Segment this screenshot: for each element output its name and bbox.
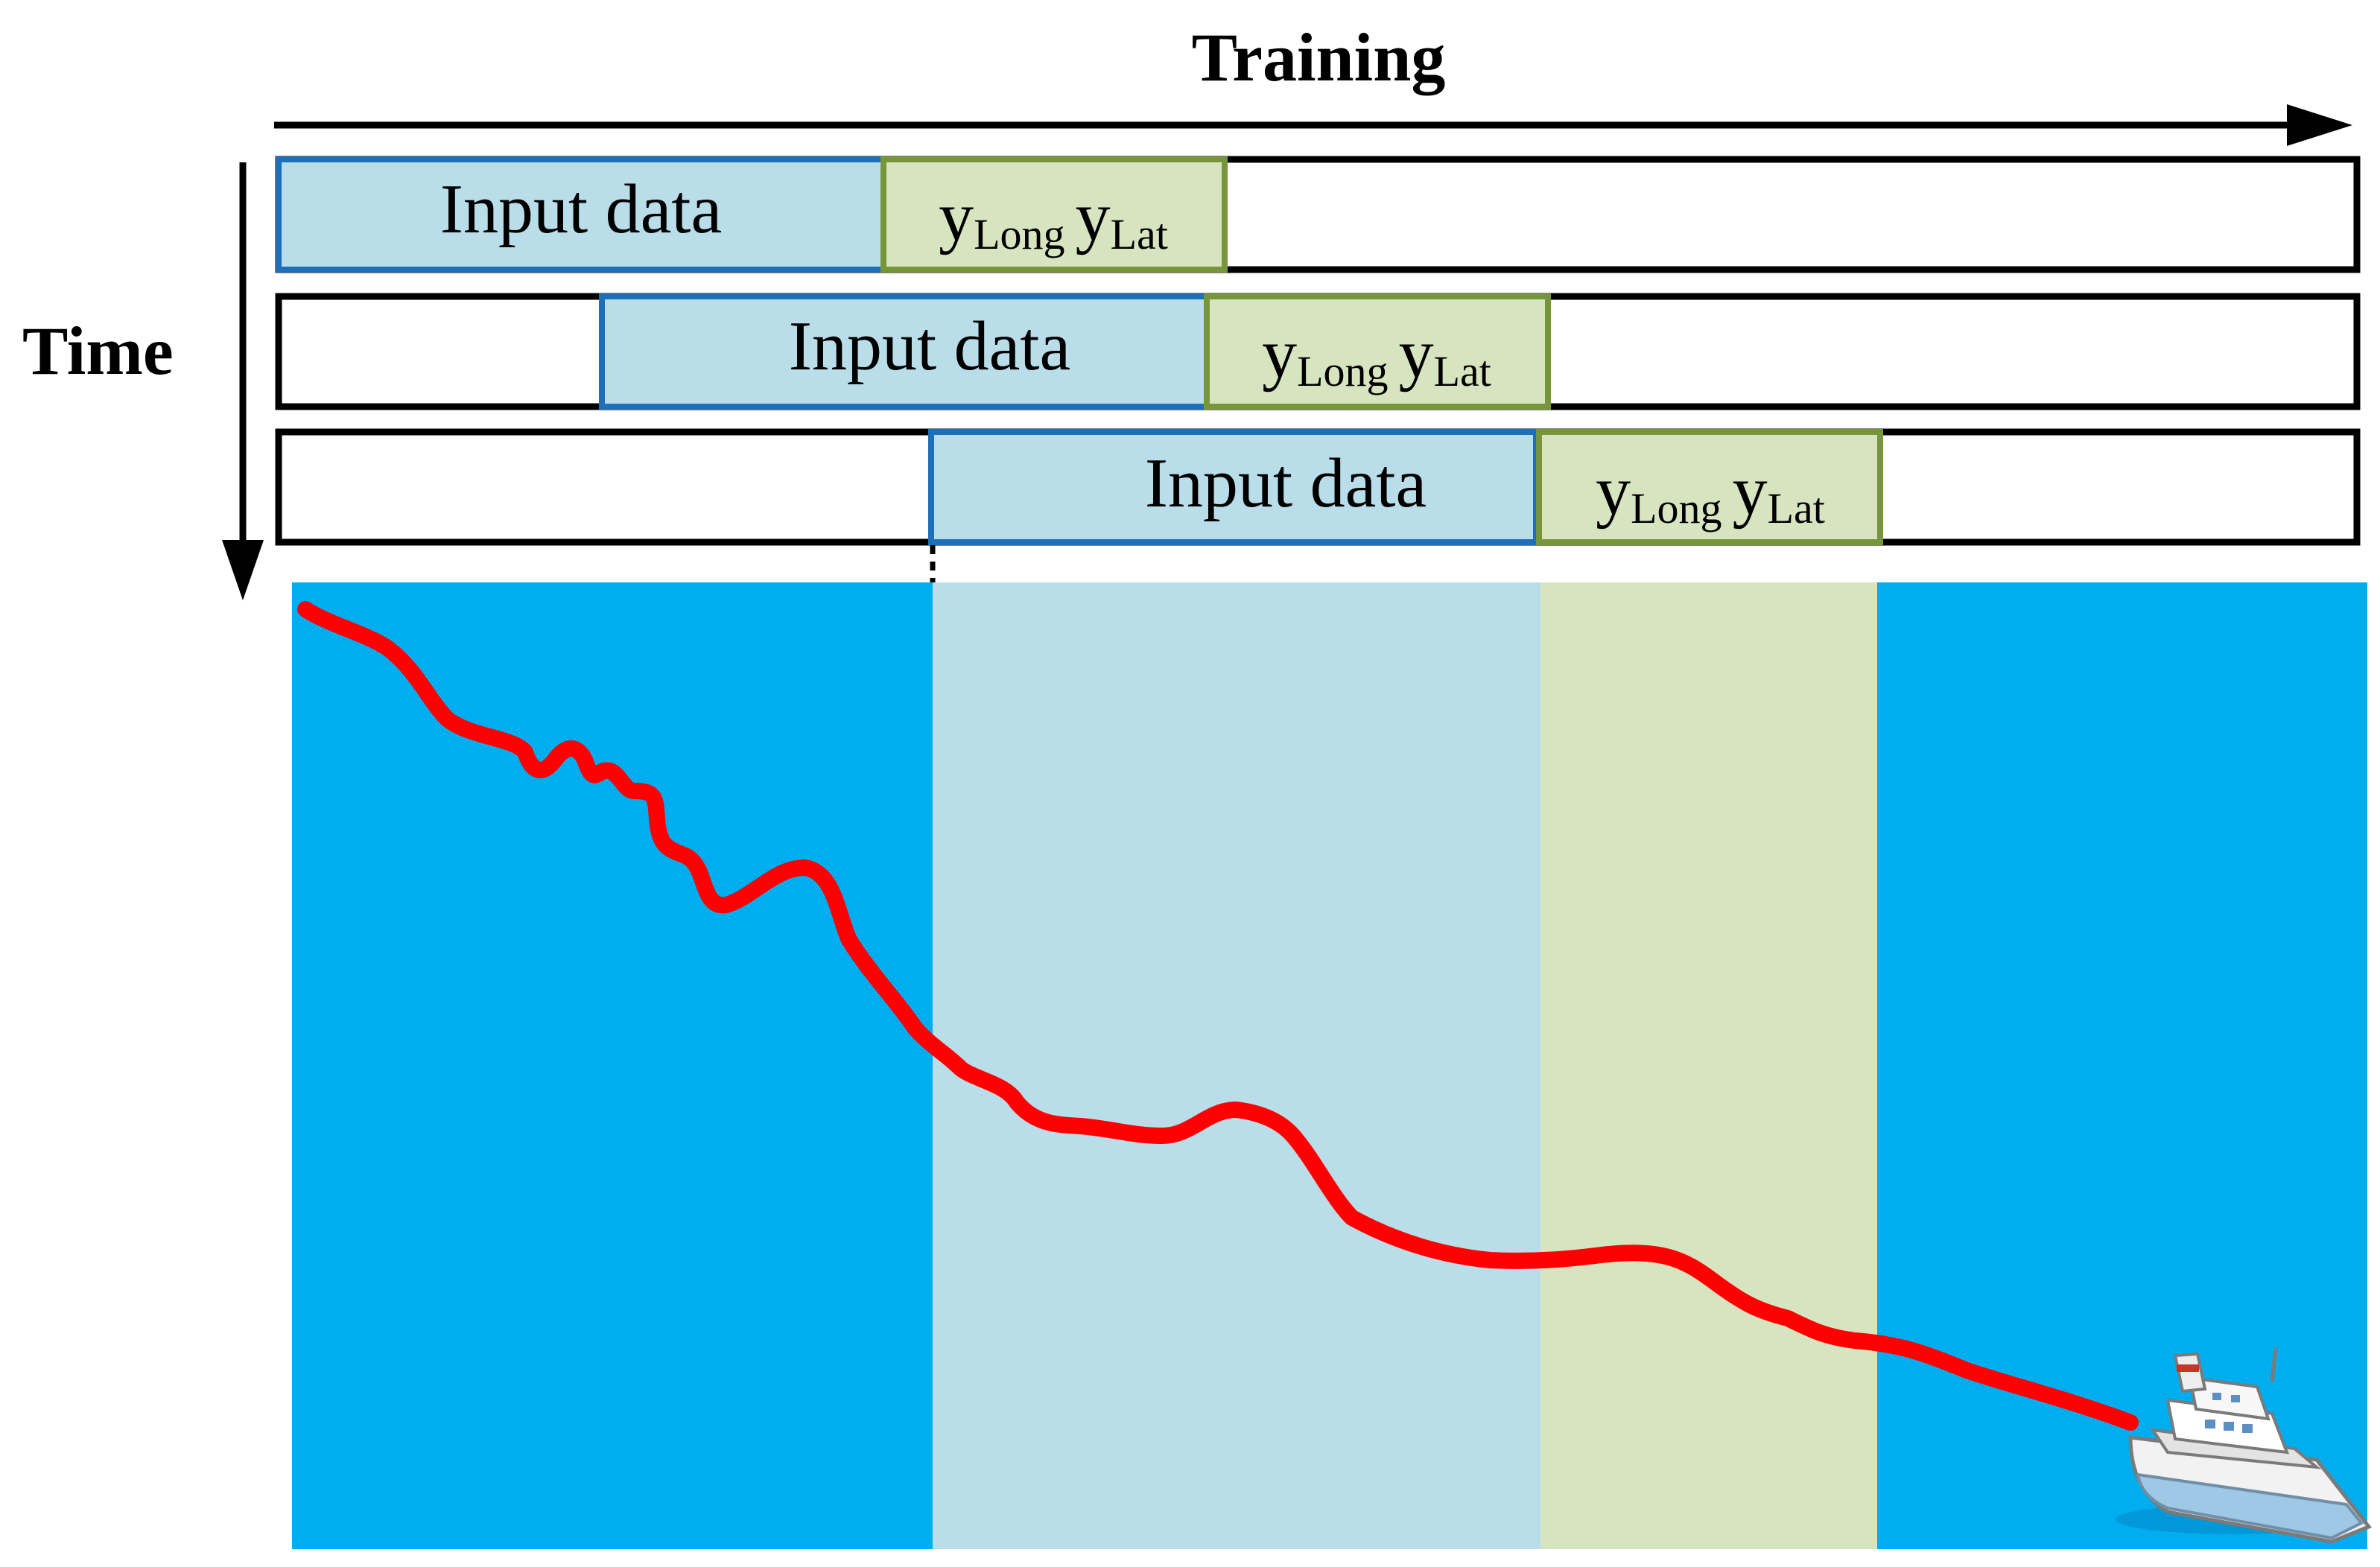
time-axis-arrow bbox=[222, 162, 264, 600]
row-3-output-box bbox=[1536, 429, 1883, 545]
row-2-output-label: yLong yLat bbox=[1262, 315, 1491, 395]
window-row-3: Input data yLong yLat bbox=[275, 428, 2361, 546]
sea-map bbox=[292, 582, 2367, 1549]
training-title: Training bbox=[1192, 19, 1446, 95]
row-3-input-box bbox=[928, 429, 1539, 545]
window-row-1: Input data yLong yLat bbox=[275, 156, 2361, 273]
row-1-output-label: yLong yLat bbox=[939, 178, 1168, 258]
training-axis-arrow bbox=[274, 104, 2352, 146]
row-3-input-label: Input data bbox=[1145, 445, 1427, 522]
vessel-trajectory bbox=[297, 601, 2139, 1431]
input-window-band bbox=[933, 582, 1540, 1549]
row-1-input-label: Input data bbox=[440, 171, 722, 248]
window-row-2: Input data yLong yLat bbox=[275, 293, 2361, 410]
ship-icon bbox=[2116, 1347, 2373, 1544]
time-label: Time bbox=[22, 313, 174, 389]
prediction-window-band bbox=[1540, 582, 1877, 1549]
row-2-input-label: Input data bbox=[789, 308, 1070, 385]
row-3-output-label: yLong yLat bbox=[1596, 452, 1825, 533]
row-2-output-box bbox=[1204, 293, 1551, 410]
row-1-output-box bbox=[880, 156, 1228, 273]
